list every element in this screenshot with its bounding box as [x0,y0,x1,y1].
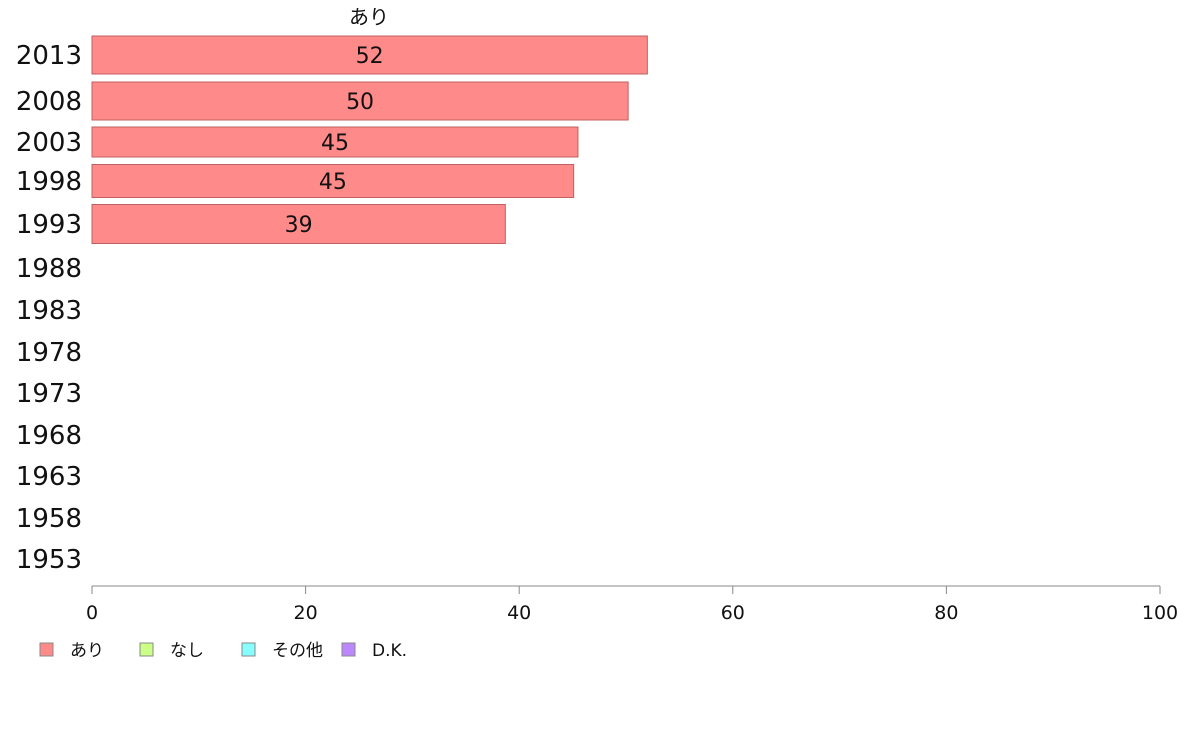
y-tick-label: 2008 [16,87,82,117]
data-label: 39 [285,213,313,238]
y-tick-label: 2003 [16,128,82,158]
bar-1998 [91,164,575,198]
data-label: 52 [356,44,384,69]
x-tick-label: 60 [721,602,745,624]
legend-label: なし [170,641,204,661]
y-tick-label: 1973 [16,379,82,409]
legend-swatch [241,642,256,657]
bar-2008 [91,81,629,121]
bar-1993 [91,204,506,244]
x-tick-label: 40 [507,602,531,624]
data-label: 45 [319,170,347,195]
legend-swatch [39,642,54,657]
legend-label: その他 [272,641,323,661]
x-axis: 0 20 40 60 80 100 [86,585,1178,624]
x-tick-label: 0 [86,602,98,624]
y-tick-label: 1958 [16,504,82,534]
y-tick-label: 1998 [16,167,82,197]
legend-swatch [341,642,356,657]
y-tick-label: 1953 [16,545,82,575]
y-tick-label: 2013 [16,41,82,71]
x-tick-label: 100 [1142,602,1178,624]
x-tick-label: 20 [294,602,318,624]
data-label: 50 [346,90,374,115]
y-tick-label: 1983 [16,296,82,326]
y-tick-label: 1978 [16,338,82,368]
legend: あり なし その他 D.K. [39,641,407,661]
data-label: 45 [321,131,349,156]
y-tick-label: 1988 [16,254,82,284]
y-tick-label: 1963 [16,462,82,492]
legend-label: あり [70,641,104,661]
y-axis-labels: 2013 2008 2003 1998 1993 1988 1983 1978 1973 1968… [16,41,82,575]
legend-label: D.K. [372,641,407,661]
bar-2003 [91,126,579,158]
series-title: あり [349,5,389,29]
legend-swatch [139,642,154,657]
x-tick-label: 80 [934,602,958,624]
bar-2013 [91,35,648,75]
y-tick-label: 1993 [16,210,82,240]
y-tick-label: 1968 [16,421,82,451]
